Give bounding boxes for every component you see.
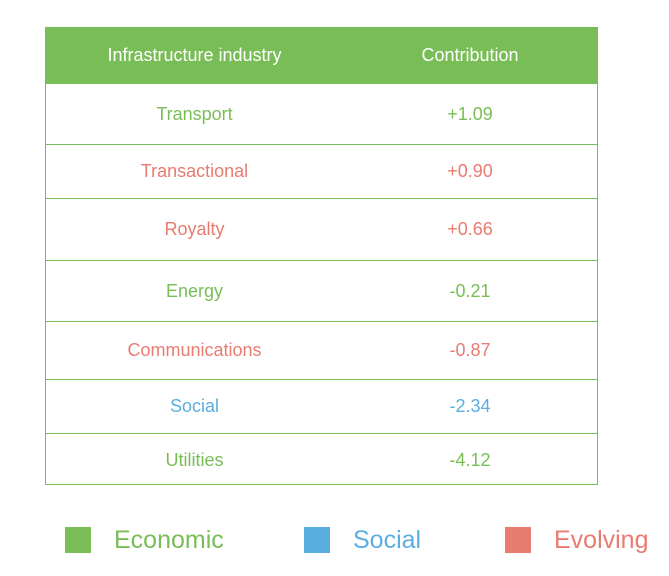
table-row: Utilities -4.12 — [46, 433, 597, 486]
industry-cell: Royalty — [164, 219, 225, 239]
industry-cell: Transactional — [140, 161, 249, 181]
contribution-cell: +1.09 — [447, 103, 493, 124]
legend-item-social: Social — [304, 520, 421, 560]
legend-swatch — [65, 527, 91, 553]
contribution-cell: -0.21 — [449, 280, 491, 301]
table-body: Transport +1.09 Transactional +0.90 Royalty +… — [46, 83, 597, 486]
table-row: Transport +1.09 — [46, 83, 597, 144]
industry-cell: Energy — [165, 280, 224, 301]
contribution-cell: -4.12 — [449, 449, 491, 470]
industry-cell: Utilities — [165, 449, 224, 470]
contribution-cell: -2.34 — [449, 396, 491, 416]
legend-item-economic: Economic — [65, 520, 224, 560]
contribution-table: Infrastructure industry Contribution Tra… — [45, 27, 598, 485]
legend-item-evolving: Evolving — [505, 520, 649, 560]
table-header: Infrastructure industry Contribution — [46, 28, 597, 83]
legend-label: Social — [353, 525, 422, 554]
legend-swatch — [304, 527, 330, 553]
header-contribution: Contribution — [421, 45, 519, 65]
industry-cell: Social — [169, 396, 220, 416]
legend-swatch — [505, 527, 531, 553]
contribution-cell: +0.66 — [447, 219, 493, 239]
industry-cell: Transport — [156, 103, 233, 124]
contribution-cell: -0.87 — [449, 340, 491, 360]
table-row: Energy -0.21 — [46, 260, 597, 321]
header-industry: Infrastructure industry — [107, 45, 282, 65]
industry-cell: Communications — [127, 340, 262, 360]
legend-label: Economic — [114, 525, 224, 554]
legend-label: Evolving — [554, 525, 649, 554]
contribution-cell: +0.90 — [447, 161, 493, 181]
table-row: Social -2.34 — [46, 379, 597, 433]
legend: Economic Social Evolving — [0, 520, 669, 560]
table-row: Communications -0.87 — [46, 321, 597, 379]
table-row: Royalty +0.66 — [46, 198, 597, 260]
table-row: Transactional +0.90 — [46, 144, 597, 198]
